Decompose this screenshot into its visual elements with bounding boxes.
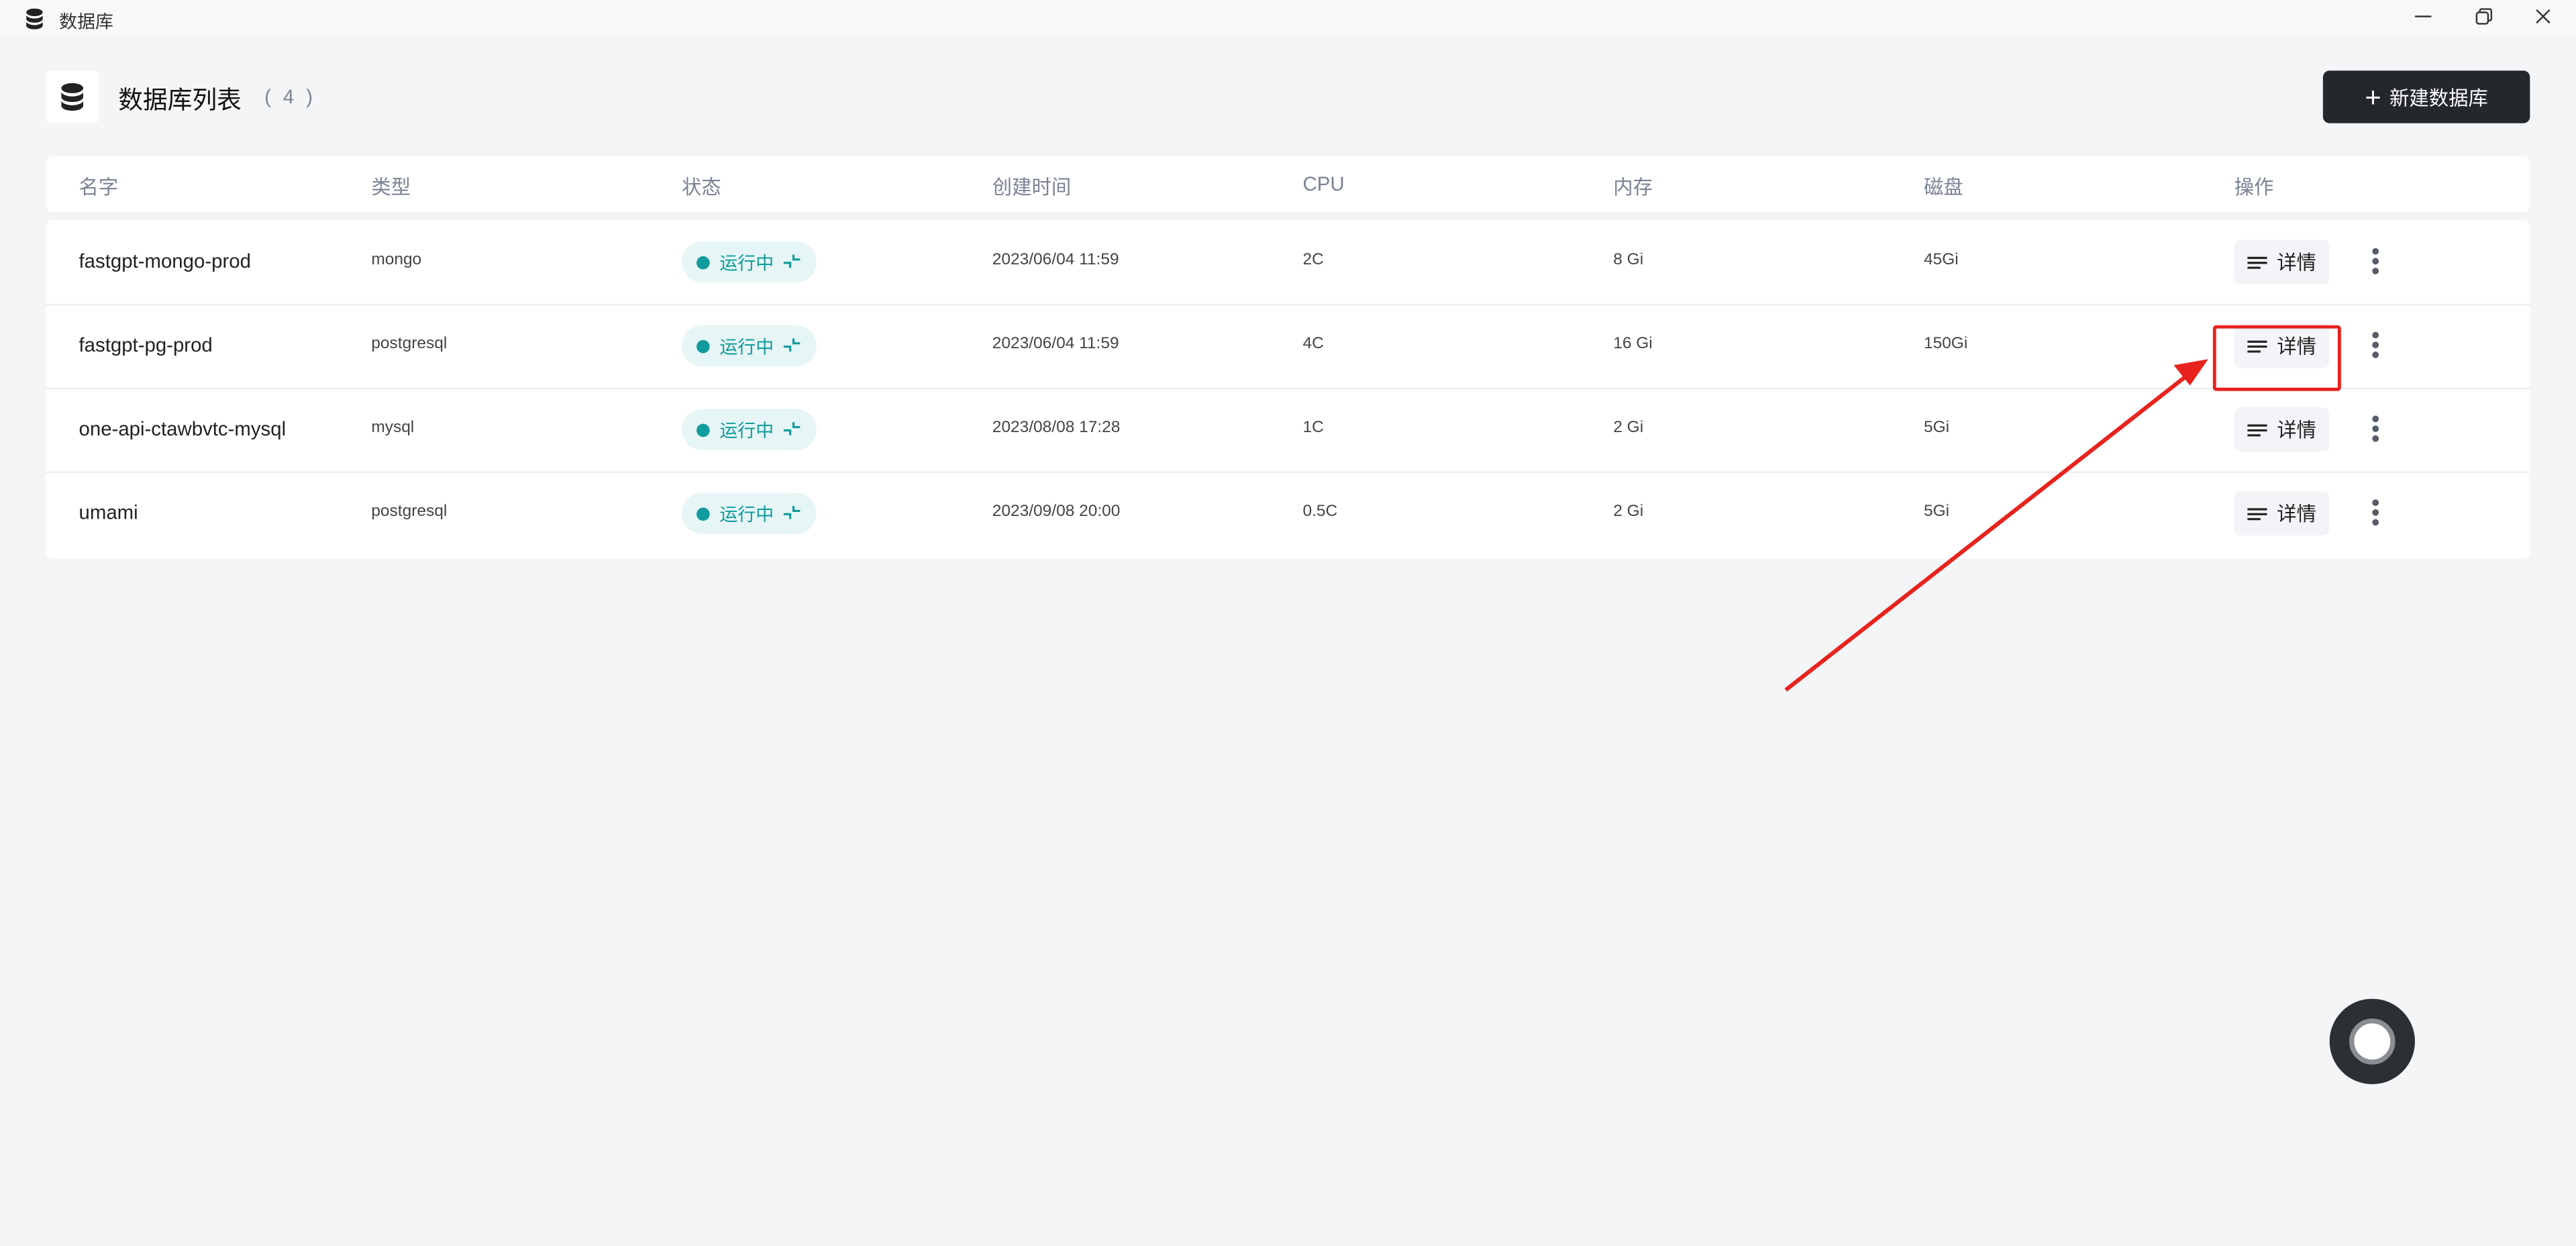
window-title: 数据库 [59,13,113,33]
new-database-button[interactable]: + 新建数据库 [2322,70,2530,123]
table-row: fastgpt-pg-prod postgresql 运行中 2023/06/0… [46,304,2530,390]
status-text: 运行中 [719,254,774,274]
table-row: one-api-ctawbvtc-mysql mysql 运行中 2023/08… [46,388,2530,474]
status-dot-icon [697,339,710,353]
memory: 2 Gi [1613,419,1644,437]
minimize-button[interactable] [2407,5,2440,31]
loading-icon [783,422,801,435]
detail-label: 详情 [2277,419,2317,442]
restore-button[interactable] [2467,5,2500,31]
status-dot-icon [697,507,710,520]
disk: 150Gi [1923,335,1968,354]
status-badge: 运行中 [682,492,817,534]
detail-label: 详情 [2277,335,2317,358]
detail-button[interactable]: 详情 [2234,323,2330,368]
menu-lines-icon [2247,423,2267,436]
memory: 2 Gi [1613,503,1644,521]
status-text: 运行中 [719,338,774,358]
status-dot-icon [697,423,710,437]
disk: 45Gi [1923,251,1959,270]
menu-lines-icon [2247,507,2267,520]
memory: 16 Gi [1613,335,1653,354]
column-header: 创建时间 [992,175,1072,199]
column-header: 类型 [371,175,411,199]
more-options-icon[interactable] [2366,329,2385,362]
db-type: postgresql [371,335,448,354]
db-type: mongo [371,251,422,270]
close-button[interactable] [2526,5,2559,31]
menu-lines-icon [2247,256,2267,268]
plus-icon: + [2365,81,2381,113]
more-options-icon[interactable] [2366,245,2385,278]
memory: 8 Gi [1613,251,1644,270]
circle-icon [2349,1018,2395,1065]
column-header: 操作 [2234,175,2274,199]
table-row: fastgpt-mongo-prod mongo 运行中 2023/06/04 … [46,220,2530,306]
title-bar: 数据库 [0,0,2576,38]
new-database-label: 新建数据库 [2389,86,2488,109]
status-dot-icon [697,255,710,269]
cpu: 0.5C [1302,503,1338,521]
db-name: fastgpt-pg-prod [79,333,213,357]
annotation-highlight-box [2212,325,2341,391]
detail-label: 详情 [2277,251,2317,274]
page-title: 数据库列表 [118,87,242,115]
loading-icon [783,254,801,268]
loading-icon [783,338,801,352]
table-body: fastgpt-mongo-prod mongo 运行中 2023/06/04 … [46,220,2530,559]
database-icon [25,8,44,38]
database-icon [46,70,99,123]
disk: 5Gi [1923,419,1950,437]
created-time: 2023/08/08 17:28 [992,419,1121,437]
status-badge: 运行中 [682,241,817,283]
database-count: ( 4 ) [264,85,316,109]
created-time: 2023/09/08 20:00 [992,503,1121,521]
db-type: mysql [371,419,415,437]
disk: 5Gi [1923,503,1950,521]
status-text: 运行中 [719,421,774,442]
menu-lines-icon [2247,340,2267,352]
created-time: 2023/06/04 11:59 [992,251,1119,270]
created-time: 2023/06/04 11:59 [992,335,1119,354]
db-type: postgresql [371,503,448,521]
column-header: CPU [1302,172,1345,196]
status-badge: 运行中 [682,325,817,366]
table-row: umami postgresql 运行中 2023/09/08 20:00 0.… [46,472,2530,556]
status-text: 运行中 [719,505,774,525]
db-name: fastgpt-mongo-prod [79,250,251,273]
db-name: one-api-ctawbvtc-mysql [79,417,287,441]
floating-assistive-button[interactable] [2329,998,2416,1084]
detail-button[interactable]: 详情 [2234,407,2330,452]
cpu: 4C [1302,335,1324,354]
table-header: 名字 类型 状态 创建时间 CPU 内存 磁盘 操作 [46,156,2530,212]
db-name: umami [79,501,138,525]
column-header: 内存 [1613,175,1653,199]
detail-button[interactable]: 详情 [2234,491,2330,536]
more-options-icon[interactable] [2366,413,2385,446]
status-badge: 运行中 [682,409,817,450]
detail-label: 详情 [2277,503,2317,526]
more-options-icon[interactable] [2366,496,2385,529]
column-header: 状态 [682,175,721,199]
detail-button[interactable]: 详情 [2234,240,2330,284]
column-header: 磁盘 [1923,175,1963,199]
cpu: 1C [1302,419,1324,437]
column-header: 名字 [79,175,119,199]
cpu: 2C [1302,251,1324,270]
loading-icon [783,506,801,519]
